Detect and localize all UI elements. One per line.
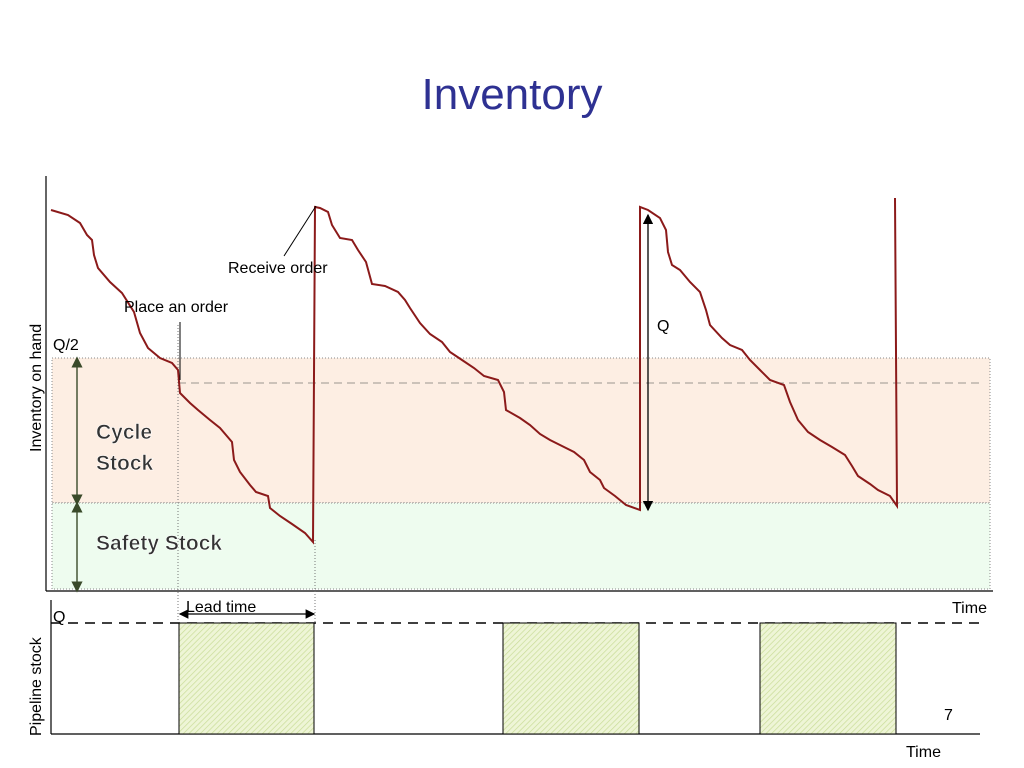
slide-title: Inventory bbox=[421, 70, 603, 119]
pipeline-block bbox=[178, 622, 315, 735]
safety-stock-band bbox=[51, 502, 991, 590]
cycle-stock-band bbox=[51, 357, 991, 504]
pipeline-block bbox=[759, 622, 897, 735]
q-half-label: Q/2 bbox=[53, 337, 79, 354]
place-order-label: Place an order bbox=[124, 299, 229, 316]
receive-order-label: Receive order bbox=[228, 260, 328, 277]
page-number: 7 bbox=[944, 707, 953, 724]
safety-stock-label: Safety Stock bbox=[96, 532, 222, 555]
cycle-stock-label-line1: Cycle bbox=[96, 421, 152, 444]
pipeline-block bbox=[502, 622, 640, 735]
time-label-bottom: Time bbox=[906, 744, 941, 761]
q-label-top: Q bbox=[657, 318, 669, 335]
inventory-curve bbox=[50, 197, 899, 545]
lead-time-label: Lead time bbox=[186, 599, 256, 616]
y-axis-label-pipeline: Pipeline stock bbox=[28, 636, 45, 736]
receive-order-callout bbox=[283, 205, 317, 257]
q-label-bottom: Q bbox=[53, 609, 65, 626]
y-axis-label-inventory: Inventory on hand bbox=[28, 324, 45, 452]
time-label-top: Time bbox=[952, 600, 987, 617]
cycle-stock-label-line2: Stock bbox=[96, 452, 154, 475]
